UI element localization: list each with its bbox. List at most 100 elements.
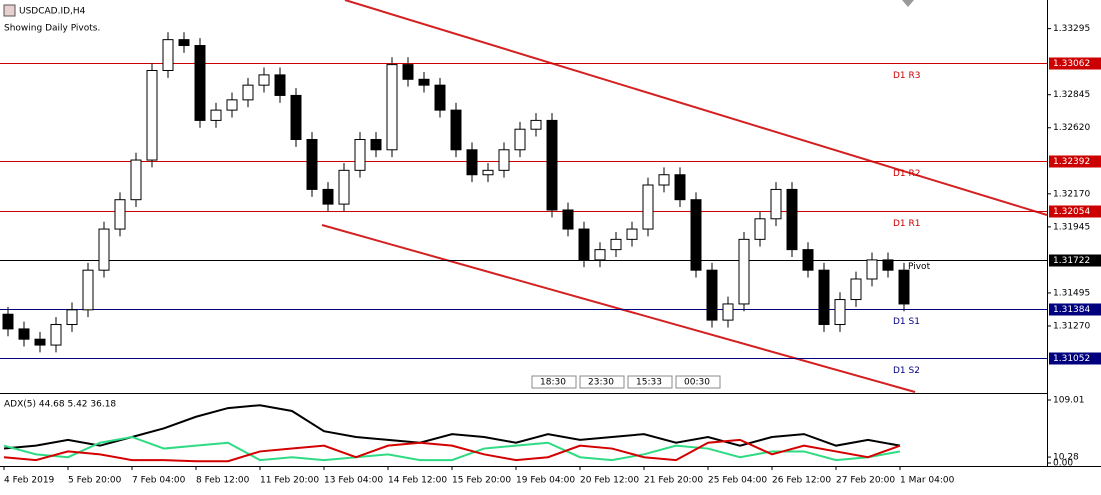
candle-body [162, 39, 174, 71]
x-tick-label: 5 Feb 20:00 [68, 476, 122, 486]
x-tick-label: 20 Feb 12:00 [580, 476, 639, 486]
candle-body [786, 188, 798, 251]
time-button[interactable] [531, 375, 577, 389]
candle-body [482, 169, 494, 176]
adx-title: ADX(5) 44.68 5.42 36.18 [4, 400, 116, 410]
shift-marker [902, 0, 914, 7]
pivot-label: D1 S1 [893, 317, 920, 327]
candle-body [98, 228, 110, 271]
candle-body [562, 209, 574, 230]
time-button-label: 23:30 [588, 378, 614, 388]
adx-line [3, 404, 901, 450]
candle-body [802, 249, 814, 271]
candle-body [242, 84, 254, 101]
x-tick-label: 1 Mar 04:00 [900, 476, 955, 486]
candle-body [546, 119, 558, 211]
candle-body [338, 169, 350, 205]
y-tick-label: 10.28 [1053, 453, 1079, 463]
x-tick-label: 4 Feb 2019 [4, 476, 55, 486]
pivot-label: D1 R2 [893, 169, 921, 179]
y-tick-label: 0.00 [1053, 459, 1073, 469]
candle-body [530, 119, 542, 130]
y-tick-label: 1.31495 [1053, 288, 1090, 298]
y-tick-label: 1.31945 [1053, 222, 1090, 232]
candle-body [130, 159, 142, 201]
chart-subtitle: Showing Daily Pivots. [4, 24, 100, 34]
candle-body [498, 149, 510, 171]
price-box [1049, 254, 1101, 267]
candle-body [770, 188, 782, 220]
candle-body [306, 138, 318, 190]
y-tick-label: 109.01 [1053, 396, 1085, 406]
candle-body [834, 299, 846, 326]
candle-body [514, 128, 526, 151]
price-box [1049, 155, 1101, 168]
price-box-label: 1.32054 [1053, 207, 1090, 217]
candle-body [754, 218, 766, 240]
candle-body [402, 64, 414, 80]
pivot-label: D1 R1 [893, 219, 921, 229]
price-box [1049, 205, 1101, 218]
candle-body [738, 238, 750, 305]
x-tick-label: 13 Feb 04:00 [324, 476, 383, 486]
x-tick-label: 14 Feb 12:00 [388, 476, 447, 486]
candle-body [146, 69, 158, 161]
candle-body [194, 45, 206, 121]
channel-lower [321, 224, 916, 393]
time-button[interactable] [675, 375, 721, 389]
x-tick-label: 19 Feb 04:00 [516, 476, 575, 486]
y-tick-label: 1.32845 [1053, 90, 1090, 100]
candle-body [642, 184, 654, 230]
price-box [1049, 57, 1101, 70]
price-box-label: 1.31052 [1053, 354, 1090, 364]
candle-body [578, 228, 590, 261]
candle-body [274, 74, 286, 96]
price-box [1049, 352, 1101, 365]
candle-body [386, 64, 398, 151]
pivot-label: Pivot [908, 262, 931, 272]
candle-body [210, 109, 222, 121]
channel-upper [344, 0, 1048, 216]
candle-body [690, 199, 702, 271]
candle-body [258, 74, 270, 86]
candle-body [674, 174, 686, 201]
candle-body [18, 328, 30, 340]
candle-body [418, 78, 430, 86]
candle-body [434, 84, 446, 111]
price-box-label: 1.33062 [1053, 59, 1090, 69]
pivot-label: D1 S2 [893, 366, 920, 376]
adx-line [3, 435, 901, 462]
x-tick-label: 26 Feb 12:00 [772, 476, 831, 486]
candle-body [610, 238, 622, 251]
candle-body [450, 109, 462, 151]
candle-body [178, 39, 190, 47]
x-tick-label: 8 Feb 12:00 [196, 476, 250, 486]
candle-body [850, 278, 862, 301]
candle-body [818, 269, 830, 326]
x-tick-label: 11 Feb 20:00 [260, 476, 319, 486]
y-tick-label: 1.31270 [1053, 321, 1090, 331]
candle-body [34, 338, 46, 346]
y-tick-label: 1.32170 [1053, 189, 1090, 199]
candle-body [50, 324, 62, 346]
candle-body [866, 259, 878, 280]
time-button[interactable] [579, 375, 625, 389]
y-tick-label: 1.32620 [1053, 123, 1090, 133]
candle-body [626, 228, 638, 240]
price-box-label: 1.31722 [1053, 256, 1090, 266]
time-button-label: 18:30 [540, 378, 566, 388]
time-button[interactable] [627, 375, 673, 389]
price-box-label: 1.31384 [1053, 305, 1090, 315]
chart-title: USDCAD.ID,H4 [19, 7, 86, 17]
adx-line [3, 438, 901, 463]
candle-body [722, 303, 734, 321]
candle-body [658, 174, 670, 186]
candle-body [354, 138, 366, 171]
y-tick-label: 1.33295 [1053, 24, 1090, 34]
candle-body [226, 99, 238, 111]
price-box-label: 1.32392 [1053, 157, 1090, 167]
x-tick-label: 21 Feb 20:00 [644, 476, 703, 486]
